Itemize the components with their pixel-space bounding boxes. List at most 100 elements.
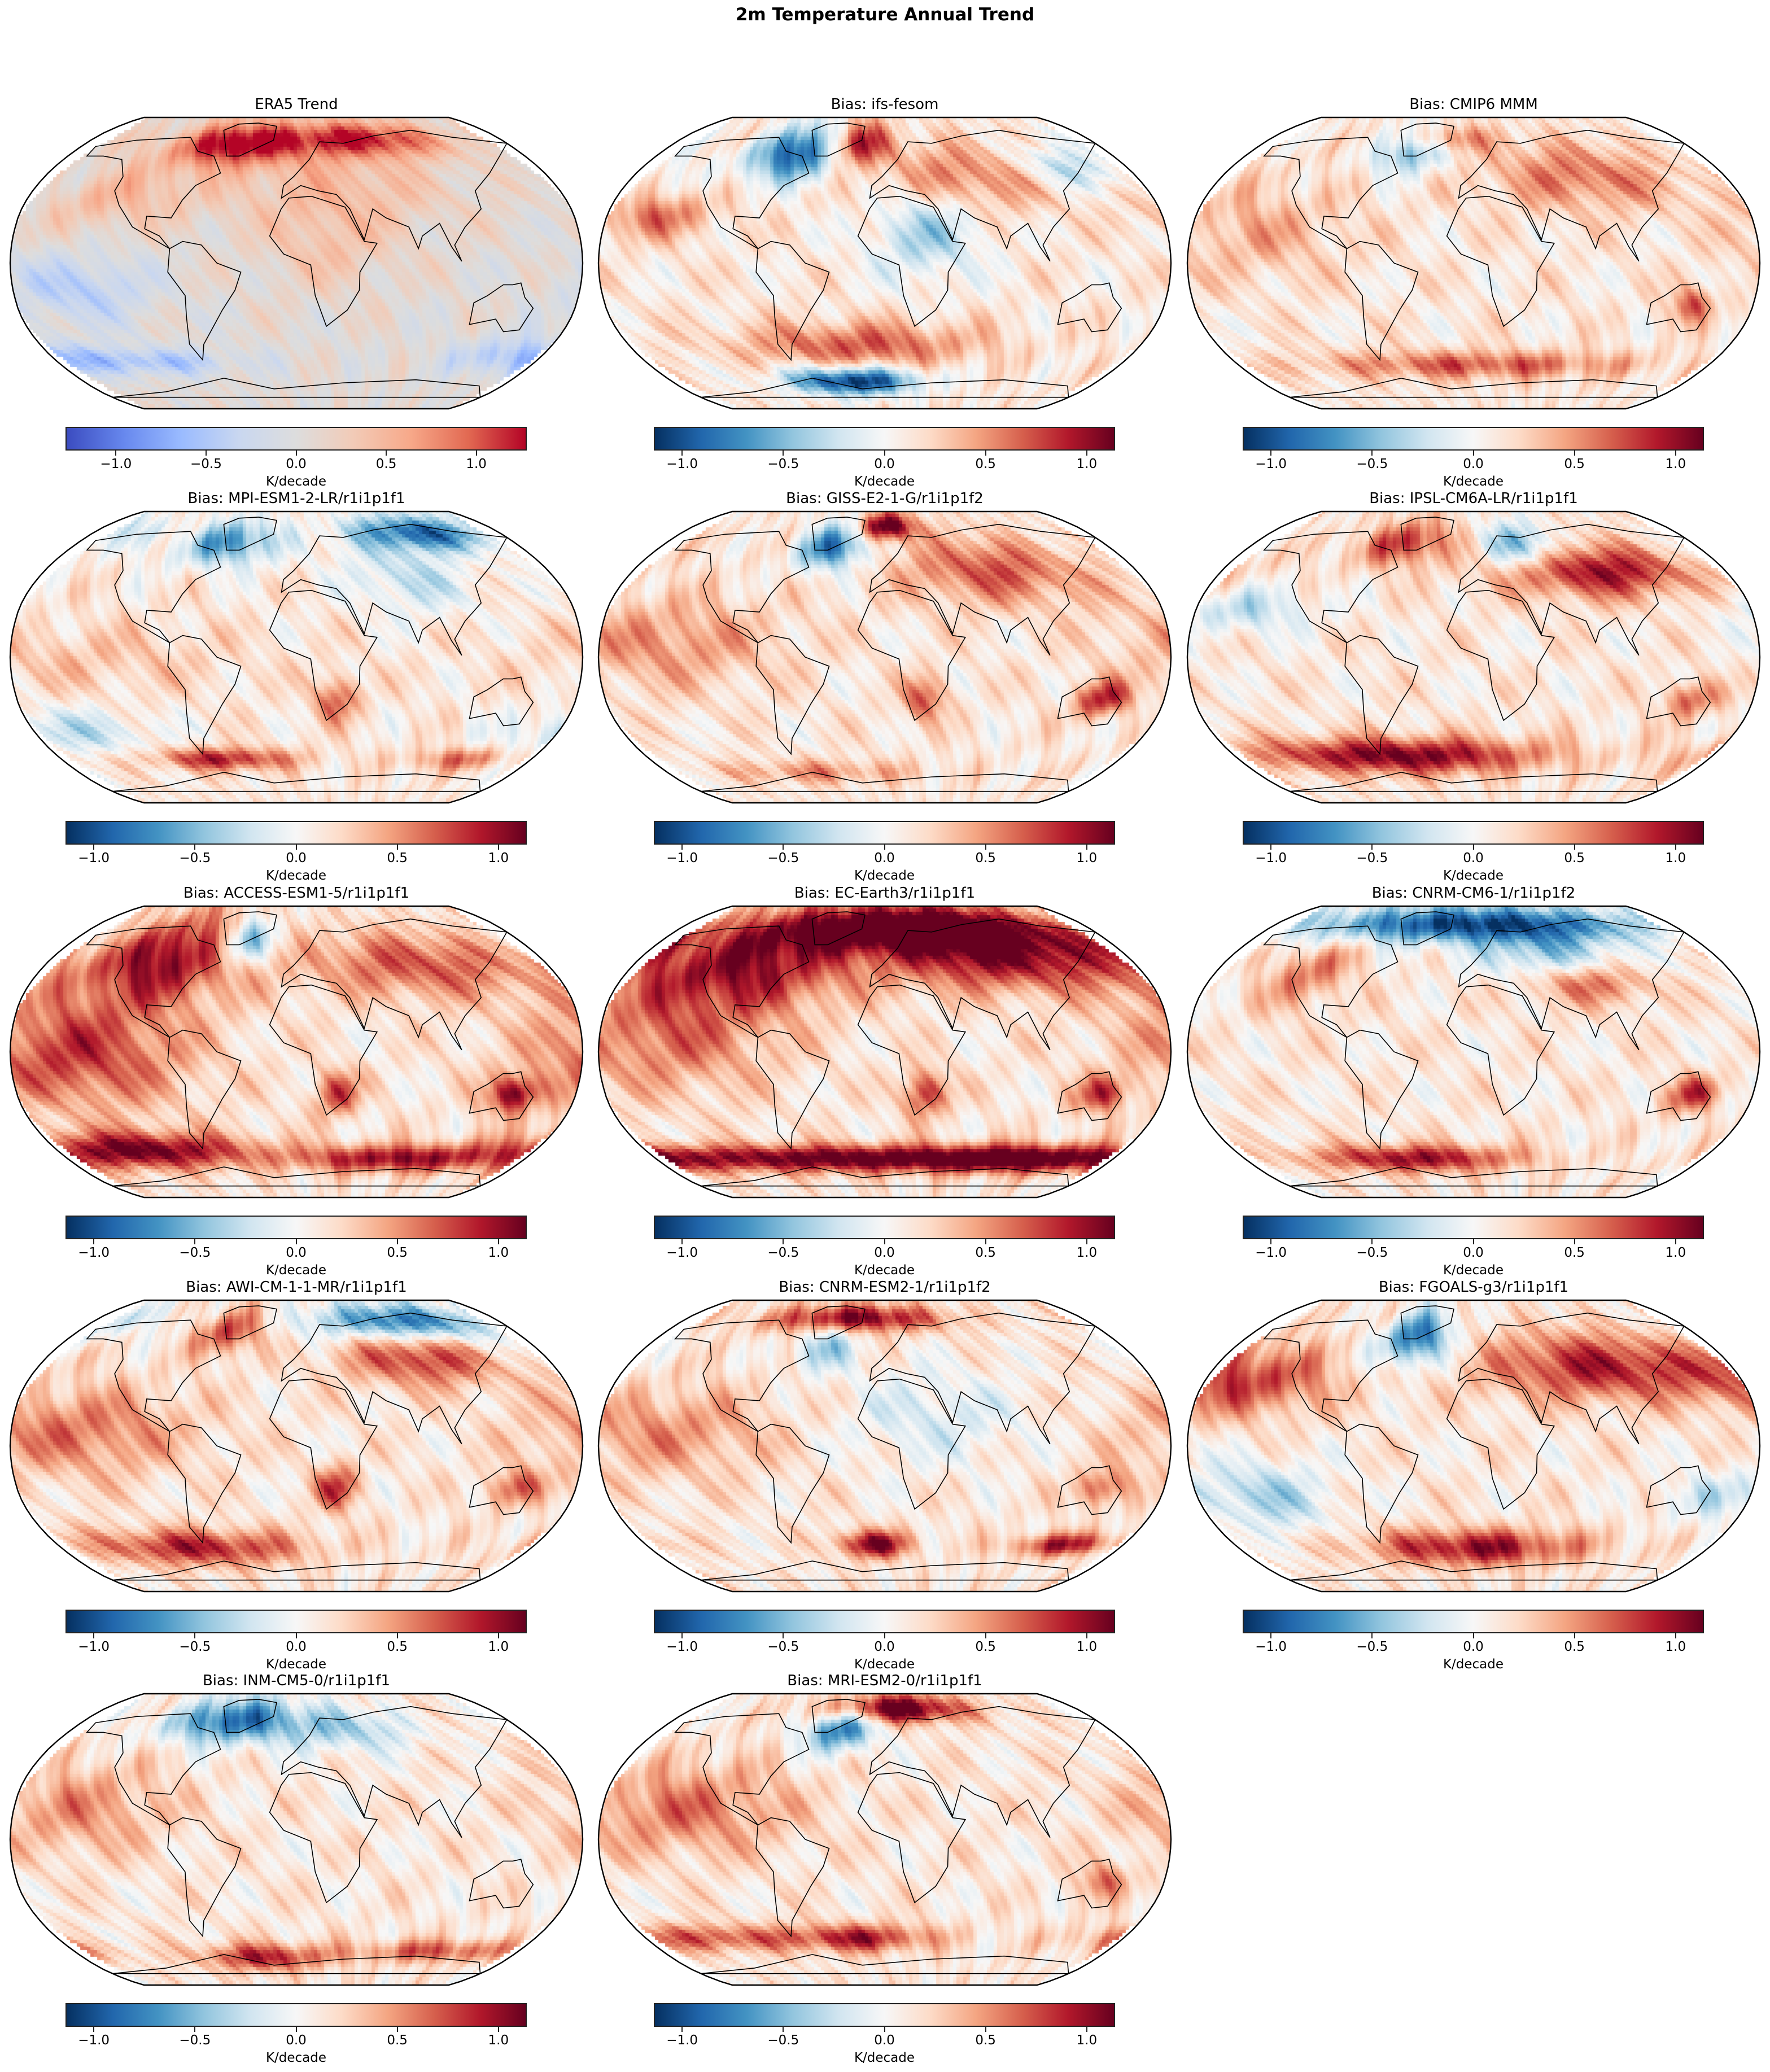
coastline [1344,241,1419,361]
colorbar-tick: 0.5 [375,1633,420,1654]
map-boundary [1186,1299,1761,1593]
map-boundary [9,1693,584,1986]
colorbar-label: K/decade [854,2051,915,2065]
coastline [1263,531,1398,644]
tick-mark [497,1239,499,1244]
tick-label: 0.5 [387,851,408,865]
trend-field [597,1693,1172,1986]
tick-mark [783,1239,784,1244]
tick-label: −0.5 [1356,1245,1388,1260]
colorbar-tick: −1.0 [1248,845,1293,865]
colorbar-tick: 1.0 [1064,1239,1109,1260]
tick-mark [1574,451,1575,456]
tick-mark [1371,1633,1373,1638]
coastline [1290,1166,1658,1187]
coastline [869,1706,1096,1838]
world-map [1186,905,1761,1199]
coastline [1646,282,1711,333]
colorbar-tick: −1.0 [71,2027,116,2048]
map-boundary [1186,905,1761,1199]
tick-label: 0.5 [375,457,397,471]
trend-field [9,905,584,1199]
map-overlay [9,1299,584,1593]
tick-label: 0.5 [1564,1245,1585,1260]
tick-mark [1270,1239,1272,1244]
tick-label: 0.5 [1564,457,1585,471]
map-overlay [9,510,584,804]
tick-label: 0.5 [387,2033,408,2048]
trend-field [1186,510,1761,804]
colorbar-ticks: −1.0 −0.5 0.0 0.5 1.0 [1243,1633,1704,1656]
colorbar-tick: 0.5 [1552,451,1597,471]
coastline [269,984,378,1116]
colorbar-label: K/decade [1443,474,1504,489]
coastline [469,676,534,727]
colorbar-tick: 1.0 [476,1633,521,1654]
panel-title: Bias: ifs-fesom [831,96,939,113]
colorbar-tick: −0.5 [183,451,229,471]
coastline [869,1312,1096,1445]
tick-label: 0.5 [975,457,996,471]
coastline [869,523,1096,656]
tick-label: 0.0 [874,1640,895,1654]
colorbar-label: K/decade [1443,868,1504,883]
map-boundary [9,1299,584,1593]
colorbar-tick: 0.5 [963,451,1008,471]
colorbar-tick: 0.5 [1552,1633,1597,1654]
coastline [469,1071,534,1121]
world-map [1186,116,1761,410]
tick-label: 0.0 [286,457,307,471]
colorbar-tick: 0.0 [274,1239,319,1260]
coastline [86,1713,221,1826]
colorbar-ticks: −1.0 −0.5 0.0 0.5 1.0 [1243,845,1704,867]
map-overlay [597,1693,1172,1986]
colorbar-tick: 0.0 [862,2027,907,2048]
coastline [1263,925,1398,1038]
trend-field [1186,1299,1761,1593]
tick-label: 0.5 [387,1640,408,1654]
colorbar-label: K/decade [854,1657,915,1672]
trend-field [9,510,584,804]
tick-mark [884,1633,885,1638]
tick-label: −0.5 [179,1640,211,1654]
coastline [1057,1465,1122,1515]
coastline [701,378,1069,398]
coastline [755,635,830,755]
world-map [1186,1299,1761,1593]
tick-mark [396,1239,398,1244]
coastline [811,1699,866,1733]
trend-field [597,116,1172,410]
tick-mark [985,1239,986,1244]
colorbar-ticks: −1.0 −0.5 0.0 0.5 1.0 [65,1633,527,1656]
tick-mark [93,845,95,850]
colorbar-label: K/decade [854,474,915,489]
tick-mark [295,845,297,850]
coastline [1290,1560,1658,1581]
tick-label: −1.0 [666,2033,698,2048]
coastline [269,1772,378,1904]
colorbar [1243,1216,1704,1239]
coastline [1057,282,1122,333]
coastline [112,378,481,398]
panel-title: Bias: AWI-CM-1-1-MR/r1i1p1f1 [186,1279,407,1296]
tick-label: 0.0 [286,1245,307,1260]
tick-mark [681,845,683,850]
tick-mark [985,2027,986,2032]
coastline [1263,137,1398,250]
colorbar-tick: 1.0 [476,845,521,865]
coastline [1057,676,1122,727]
tick-label: 0.5 [975,1245,996,1260]
tick-label: −0.5 [767,851,799,865]
colorbar [65,1610,527,1633]
tick-mark [1574,1633,1575,1638]
colorbar [654,427,1115,451]
coastline [112,1166,481,1187]
world-map [597,116,1172,410]
coastline [857,195,967,327]
coastline [857,984,967,1116]
tick-label: 0.5 [1564,1640,1585,1654]
colorbar-ticks: −1.0 −0.5 0.0 0.5 1.0 [65,1239,527,1262]
coastline [86,531,221,644]
panel-title: Bias: EC-Earth3/r1i1p1f1 [794,885,976,902]
colorbar-ticks: −1.0 −0.5 0.0 0.5 1.0 [654,1633,1115,1656]
